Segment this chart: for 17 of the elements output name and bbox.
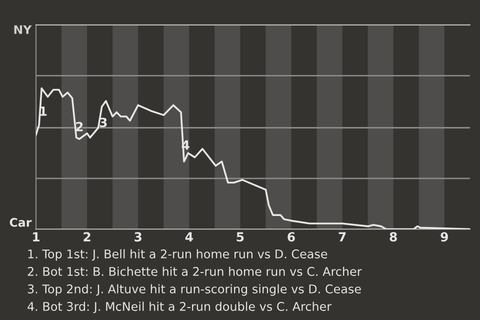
text: 2. Bot 1st: B. Bichette hit a 2-run home run vs C. Archer bbox=[28, 266, 362, 276]
x-tick-label: 6 bbox=[288, 232, 295, 242]
text: 3. Top 2nd: J. Altuve hit a run-scoring single vs D. Cease bbox=[28, 284, 361, 296]
text: 1. Top 1st: J. Bell hit a 2-run home run vs D. Cease bbox=[28, 249, 328, 261]
x-tick-label: 4 bbox=[185, 232, 193, 242]
x-tick-label: 9 bbox=[440, 232, 448, 242]
x-tick-label: 1 bbox=[33, 232, 40, 242]
x-tick-label: 7 bbox=[338, 232, 346, 242]
text: NY bbox=[14, 25, 32, 34]
x-tick-label: 3 bbox=[134, 232, 142, 242]
text: 4. Bot 3rd: J. McNeil hit a 2-run double vs C. Archer bbox=[28, 302, 332, 314]
annotation: 3 bbox=[100, 118, 107, 128]
x-tick-label: 2 bbox=[84, 232, 90, 242]
annotation: 2 bbox=[76, 122, 83, 132]
x-tick-label: 5 bbox=[236, 232, 244, 242]
text: Car bbox=[10, 218, 32, 227]
x-tick-label: 8 bbox=[390, 232, 397, 242]
